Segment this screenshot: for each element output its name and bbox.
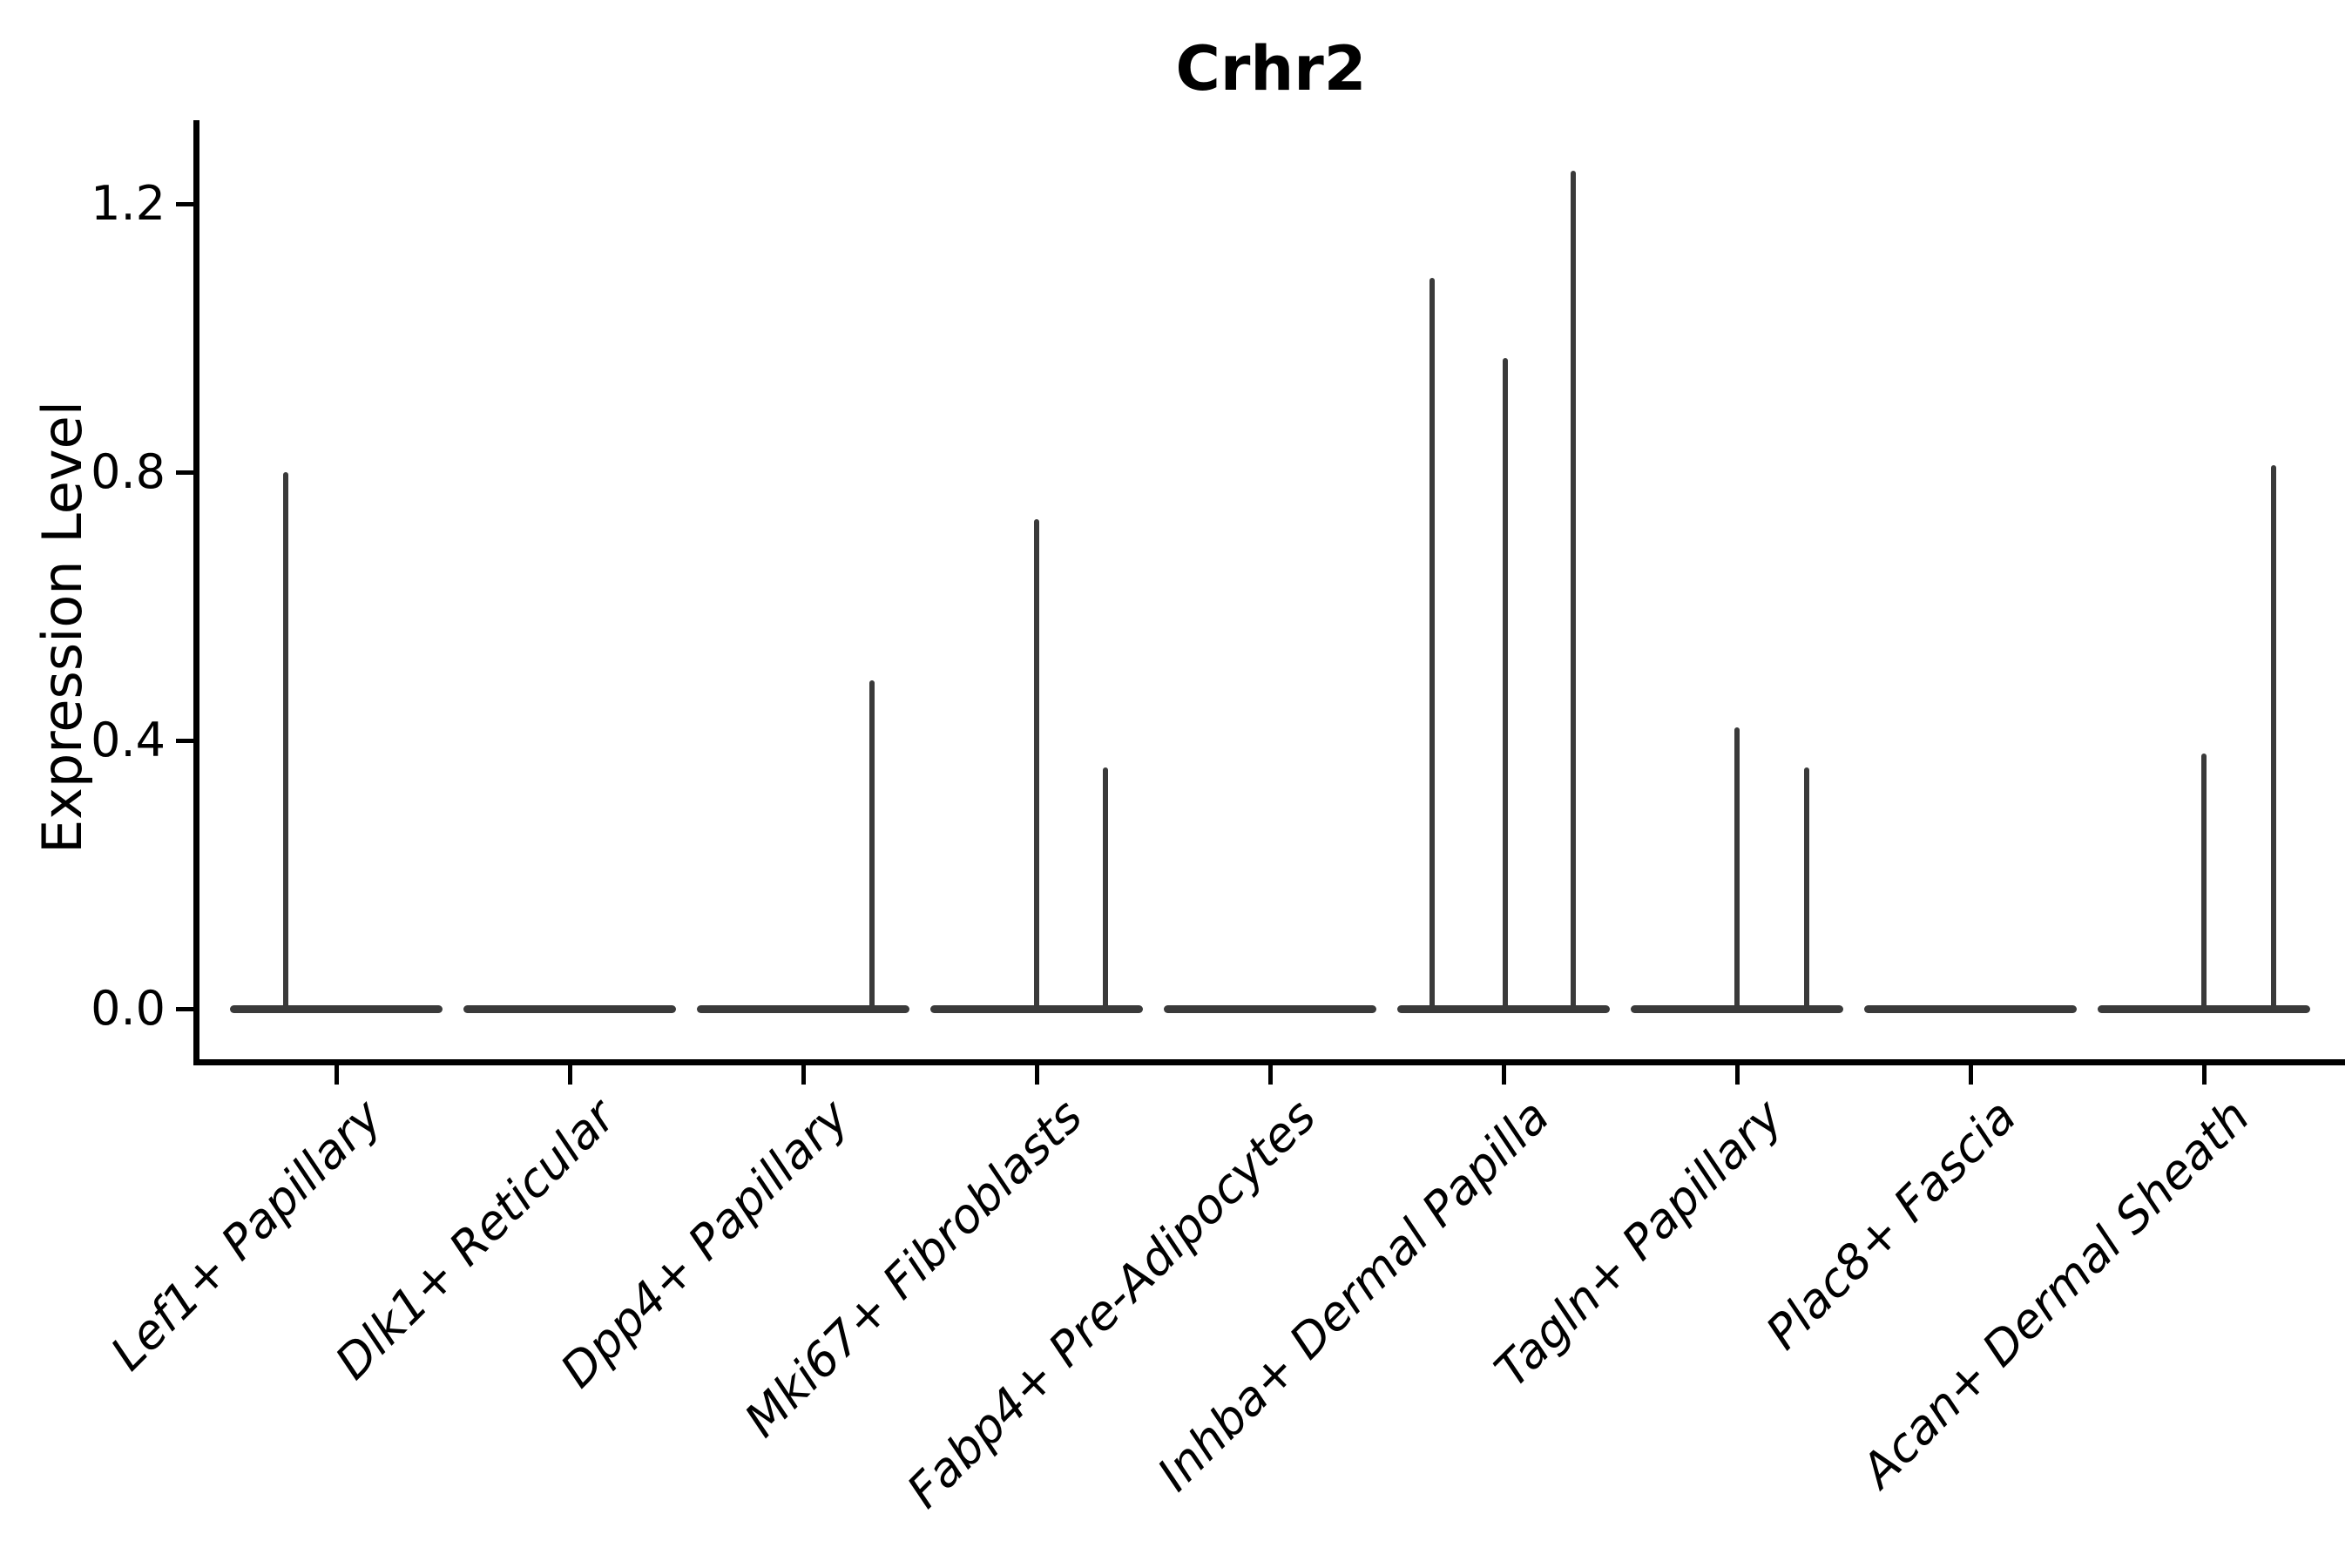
violin-spike <box>2201 754 2207 1009</box>
violin-spike <box>1103 767 1108 1009</box>
x-tick-mark <box>1968 1064 1973 1085</box>
violin-spike <box>869 679 875 1009</box>
violin-base <box>2098 1004 2310 1013</box>
violin-spike <box>1571 170 1576 1009</box>
x-tick-label: Fabp4+ Pre-Adipocytes <box>896 1088 1327 1519</box>
x-tick-mark <box>1734 1064 1740 1085</box>
x-tick-mark <box>1501 1064 1506 1085</box>
violin-base <box>930 1004 1143 1013</box>
y-tick-mark <box>176 470 193 475</box>
x-axis-line <box>193 1059 2345 1065</box>
y-tick-label: 1.2 <box>91 176 166 231</box>
y-tick-mark <box>176 201 193 206</box>
violin-spike <box>1429 277 1435 1009</box>
x-tick-mark <box>801 1064 806 1085</box>
violin-base <box>230 1004 443 1013</box>
x-tick-mark <box>567 1064 572 1085</box>
x-tick-label: Plac8+ Fascia <box>1755 1088 2027 1361</box>
violin-base <box>463 1004 676 1013</box>
x-tick-mark <box>334 1064 339 1085</box>
y-axis-line <box>193 120 199 1065</box>
y-tick-label: 0.8 <box>91 444 166 499</box>
violin-base <box>1164 1004 1376 1013</box>
y-tick-mark <box>176 738 193 743</box>
violin-spike <box>1503 358 1508 1009</box>
x-tick-label: Dlk1+ Reticular <box>324 1088 626 1390</box>
violin-base <box>697 1004 909 1013</box>
x-tick-mark <box>1034 1064 1039 1085</box>
x-tick-mark <box>1267 1064 1273 1085</box>
x-tick-label: Dpp4+ Papillary <box>550 1088 860 1398</box>
violin-spike <box>1804 767 1809 1009</box>
violin-base <box>1397 1004 1610 1013</box>
plot-title: Crhr2 <box>1175 33 1367 105</box>
y-tick-label: 0.0 <box>91 981 166 1036</box>
violin-spike <box>2271 465 2276 1009</box>
x-tick-label: Acan+ Dermal Sheath <box>1850 1088 2261 1498</box>
violin-spike <box>1034 518 1039 1009</box>
x-tick-label: Inhba+ Dermal Papilla <box>1146 1088 1560 1502</box>
violin-base <box>1864 1004 2077 1013</box>
violin-spike <box>283 472 288 1009</box>
y-tick-label: 0.4 <box>91 713 166 767</box>
x-tick-label: Mki67+ Fibroblasts <box>733 1088 1093 1448</box>
violin-spike <box>1734 727 1740 1009</box>
x-tick-mark <box>2201 1064 2207 1085</box>
x-tick-label: Tagln+ Papillary <box>1484 1088 1794 1398</box>
y-tick-mark <box>176 1006 193 1011</box>
violin-base <box>1631 1004 1843 1013</box>
